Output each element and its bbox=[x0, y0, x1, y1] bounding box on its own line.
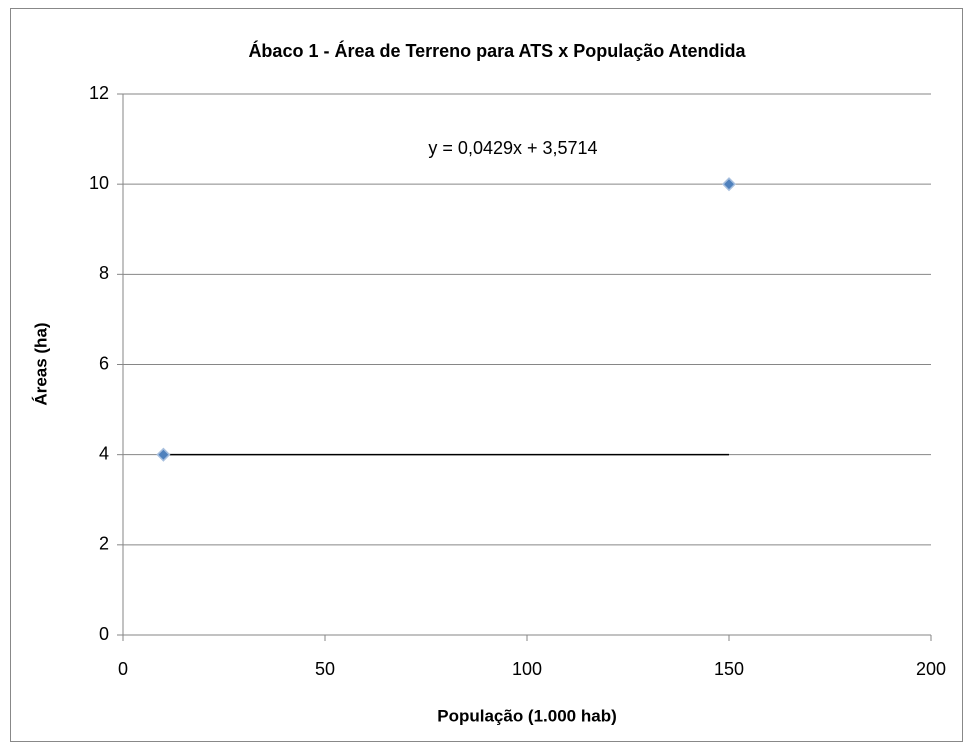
chart-title: Ábaco 1 - Área de Terreno para ATS x Pop… bbox=[248, 40, 746, 61]
marker bbox=[721, 177, 737, 192]
y-tick-label: 2 bbox=[99, 534, 109, 554]
x-tick-label: 100 bbox=[512, 659, 542, 679]
x-tick-label: 50 bbox=[315, 659, 335, 679]
marker bbox=[156, 447, 171, 462]
y-tick-label: 4 bbox=[99, 443, 109, 463]
y-tick-label: 6 bbox=[99, 353, 109, 373]
y-axis-label: Áreas (ha) bbox=[31, 322, 50, 405]
x-axis-label: População (1.000 hab) bbox=[437, 706, 617, 725]
x-tick-label: 200 bbox=[916, 659, 946, 679]
y-tick-label: 0 bbox=[99, 624, 109, 644]
trendline-equation: y = 0,0429x + 3,5714 bbox=[428, 138, 597, 158]
y-tick-label: 8 bbox=[99, 263, 109, 283]
chart-border bbox=[10, 8, 963, 742]
y-tick-label: 12 bbox=[89, 83, 109, 103]
x-tick-label: 150 bbox=[714, 659, 744, 679]
y-tick-label: 10 bbox=[89, 173, 109, 193]
x-tick-label: 0 bbox=[118, 659, 128, 679]
